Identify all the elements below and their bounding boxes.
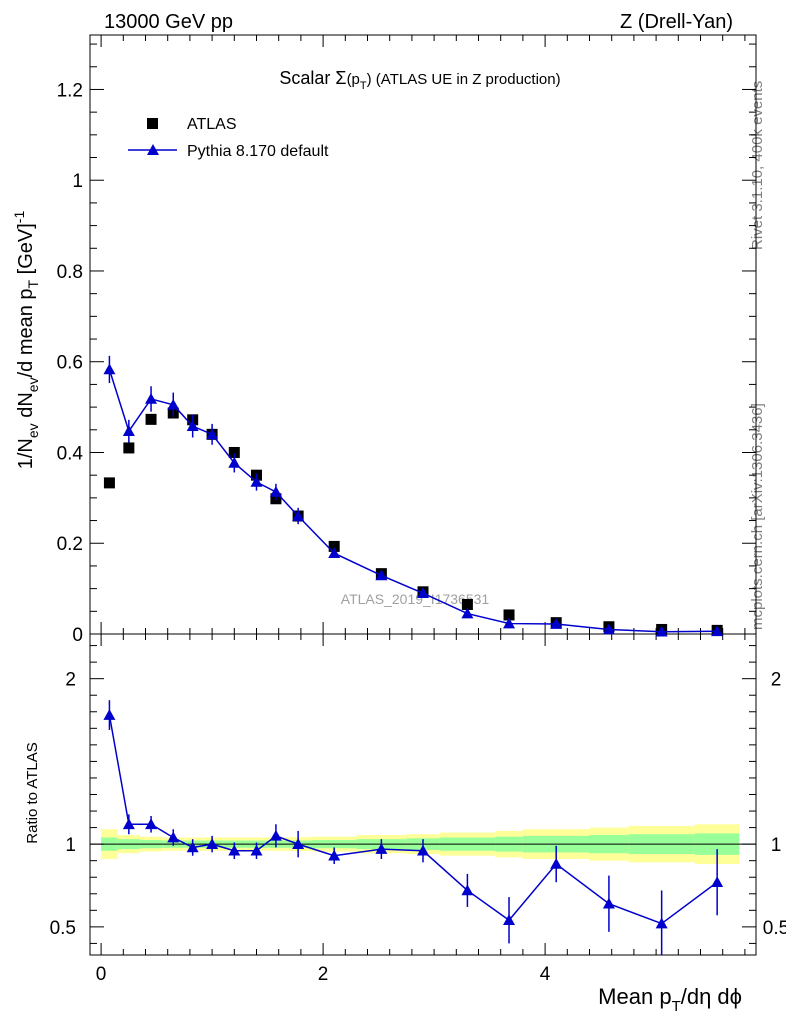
x-tick-label: 2 <box>318 964 329 985</box>
legend-pythia-label: Pythia 8.170 default <box>187 143 329 160</box>
pythia-point <box>122 425 135 436</box>
y-tick-label: 0 <box>72 625 83 646</box>
ratio-point <box>103 709 116 720</box>
atlas-point <box>228 446 240 458</box>
pythia-point <box>228 456 241 468</box>
legend-atlas-label: ATLAS <box>187 116 237 133</box>
ratio-point <box>167 831 180 843</box>
ratio-point <box>145 818 158 830</box>
atlas-point <box>103 477 115 489</box>
ratio-point <box>122 818 135 830</box>
axes: 0 2 4 0 0.2 0.4 0.6 0.8 1 1.2 0.5 0.5 1 1 2 2 <box>50 34 786 985</box>
watermark: ATLAS_2019_I1736531 <box>341 591 490 607</box>
ratio-y-tick-label-right: 1 <box>771 835 782 856</box>
pythia-point <box>167 398 180 410</box>
pythia-point <box>417 587 429 598</box>
ratio-plot-frame <box>89 633 757 956</box>
pythia-point <box>550 618 563 629</box>
ratio-point <box>550 857 563 869</box>
pythia-point <box>461 607 474 619</box>
x-tick-label: 0 <box>96 964 107 985</box>
pythia-point <box>145 392 158 404</box>
ratio-point <box>206 838 219 849</box>
ratio-y-tick-label-right: 0.5 <box>763 918 786 939</box>
ratio-y-tick-label-right: 2 <box>771 670 782 691</box>
ratio-point <box>655 917 668 929</box>
ratio-point <box>461 884 474 896</box>
atlas-point <box>503 609 515 621</box>
atlas-point <box>328 540 340 552</box>
header-right: Z (Drell-Yan) <box>620 11 733 33</box>
pythia-point <box>103 363 116 375</box>
ratio-point <box>711 876 724 887</box>
mcplots-label: mcplots.cern.ch [arXiv:1306.3436] <box>749 403 766 630</box>
pythia-point <box>250 475 263 487</box>
ratio-plot <box>103 700 724 955</box>
ratio-point <box>269 829 282 841</box>
y-tick-label: 0.4 <box>57 443 84 464</box>
pythia-point <box>503 617 516 629</box>
atlas-point <box>145 413 157 425</box>
x-axis-title: Mean pT/dη dϕ <box>598 984 742 1015</box>
y-tick-label: 1.2 <box>57 80 83 101</box>
ratio-point <box>417 844 429 856</box>
ratio-y-tick-label: 2 <box>65 670 76 691</box>
main-plot <box>103 355 724 637</box>
rivet-label: Rivet 3.1.10, 400k events <box>749 81 766 250</box>
ratio-point <box>602 897 615 909</box>
atlas-point <box>461 599 473 611</box>
ratio-y-tick-label: 1 <box>65 835 76 856</box>
ratio-point <box>292 838 305 849</box>
pythia-point <box>186 420 199 431</box>
pythia-point <box>292 510 305 521</box>
ratio-point <box>228 844 241 856</box>
y-tick-label: 0.6 <box>57 353 83 374</box>
ratio-point <box>186 841 199 853</box>
pythia-point <box>269 485 282 497</box>
ratio-point <box>250 844 263 856</box>
plot-title: Scalar Σ(pT) (ATLAS UE in Z production) <box>279 68 560 92</box>
header-left: 13000 GeV pp <box>104 11 233 33</box>
y-tick-label: 1 <box>72 171 83 192</box>
pythia-point <box>206 428 219 440</box>
y-tick-label: 0.2 <box>57 534 83 555</box>
pythia-point <box>602 623 615 635</box>
ratio-point <box>503 914 516 926</box>
ratio-y-axis-title: Ratio to ATLAS <box>24 742 41 843</box>
ratio-point <box>328 849 341 861</box>
atlas-point <box>123 442 135 454</box>
ratio-line <box>108 714 718 925</box>
ratio-point <box>375 843 388 854</box>
pythia-point <box>711 625 724 637</box>
ratio-y-tick-label: 0.5 <box>50 918 76 939</box>
legend: ATLAS Pythia 8.170 default <box>128 116 329 160</box>
pythia-point <box>655 625 668 637</box>
legend-pythia-marker <box>147 144 159 155</box>
pythia-point <box>328 547 341 559</box>
x-tick-label: 4 <box>540 964 551 985</box>
top-y-axis-title: 1/Nev dNev/d mean pT [GeV]-1 <box>11 211 41 470</box>
y-tick-label: 0.8 <box>57 262 83 283</box>
pythia-point <box>375 569 388 581</box>
legend-atlas-marker <box>147 118 158 129</box>
